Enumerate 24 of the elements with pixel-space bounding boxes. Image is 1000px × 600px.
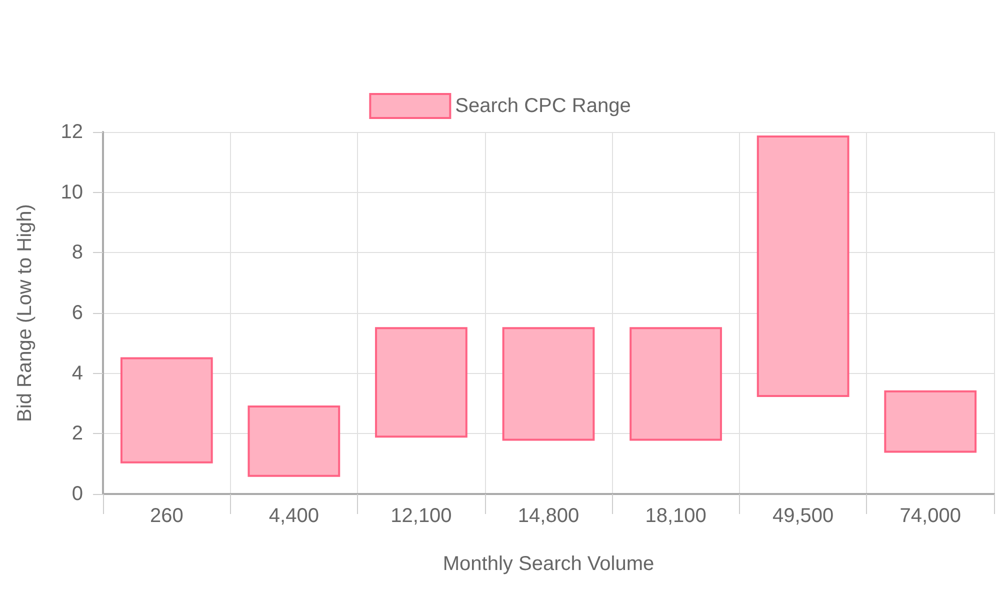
y-tick-label: 4	[72, 362, 83, 384]
bar	[248, 406, 340, 477]
x-tick-label: 260	[150, 505, 184, 527]
y-tick-label: 0	[72, 483, 83, 505]
x-tick-label: 14,800	[518, 505, 580, 527]
x-tick-label: 4,400	[268, 505, 319, 527]
y-tick-label: 10	[60, 181, 83, 204]
x-tick-label: 12,100	[390, 505, 452, 527]
y-tick-label: 2	[72, 422, 83, 445]
bar	[502, 327, 595, 441]
y-axis-title: Bid Range (Low to High)	[14, 204, 36, 422]
bar	[630, 327, 722, 441]
x-axis-title: Monthly Search Volume	[442, 553, 654, 575]
bar	[884, 390, 977, 453]
bar	[375, 327, 468, 438]
y-tick-label: 6	[72, 302, 83, 324]
x-tick-label: 18,100	[645, 505, 706, 527]
legend-label: Search CPC Range	[455, 95, 631, 117]
y-tick-label: 12	[60, 121, 83, 143]
x-tick-label: 74,000	[900, 505, 961, 527]
bar	[120, 357, 213, 464]
bar	[756, 136, 850, 397]
x-tick-label: 49,500	[772, 505, 834, 527]
y-tick-label: 8	[72, 242, 83, 264]
